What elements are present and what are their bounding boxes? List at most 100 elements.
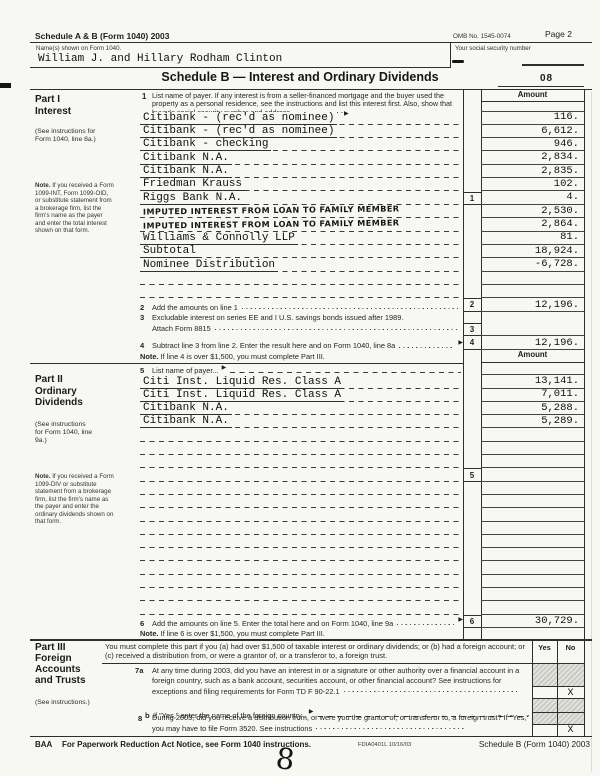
- amount-header-2: Amount: [481, 350, 584, 363]
- dotted-leader: [397, 624, 456, 625]
- payer-name: Citi Inst. Liquid Res. Class A: [140, 375, 345, 389]
- payer-name: Riggs Bank N.A.: [140, 191, 246, 205]
- entry-line: [140, 270, 461, 272]
- rule: [450, 42, 451, 68]
- entry-line: [140, 587, 461, 589]
- payer-name-cell: [140, 588, 463, 602]
- rule: [532, 723, 584, 725]
- amount-cell-empty: [481, 601, 584, 615]
- amount-cell-empty: [481, 522, 584, 535]
- line-number-spacer: [463, 402, 481, 415]
- ssn-redaction-mark: [452, 60, 464, 63]
- q7a-text: At any time during 2003, did you have an…: [152, 665, 520, 696]
- amount-value: 2,835.: [481, 165, 584, 179]
- line6-text: Add the amounts on line 5. Enter the tot…: [152, 618, 394, 628]
- payer-name-cell: [140, 601, 463, 615]
- entry-line: [140, 613, 461, 615]
- amount-header: Amount: [481, 90, 584, 102]
- line2-text: Add the amounts on line 1: [152, 302, 238, 312]
- payer-name-cell: [140, 455, 463, 469]
- line4-number: 4: [140, 341, 145, 350]
- payer-name-cell: IMPUTED INTEREST FROM LOAN TO FAMILY MEM…: [140, 204, 463, 219]
- payer-name: Citibank - checking: [140, 138, 272, 152]
- shaded-cell: [532, 698, 557, 712]
- payer-name-cell: [140, 482, 463, 495]
- entry-line: [140, 454, 461, 456]
- amount-value: 2,834.: [481, 151, 584, 165]
- line5-text: List name of payer...: [152, 366, 219, 375]
- payer-name-cell: Citibank - checking: [140, 138, 463, 152]
- line-number-spacer: [463, 389, 481, 402]
- payer-row-empty: [140, 601, 584, 615]
- payer-row: Citi Inst. Liquid Res. Class A 7,011.: [140, 388, 584, 402]
- line-number-spacer: [463, 601, 481, 614]
- paperwork-notice: For Paperwork Reduction Act Notice, see …: [62, 740, 312, 749]
- payer-name-cell: Citi Inst. Liquid Res. Class A: [140, 375, 463, 389]
- entry-line: [140, 230, 461, 232]
- dotted-leader: [214, 329, 460, 330]
- rule: [30, 362, 463, 364]
- amount-value: 116.: [481, 111, 584, 125]
- payer-row-empty: [140, 455, 584, 469]
- line5-box-number: 5: [463, 468, 481, 482]
- line2-box-number: 2: [463, 298, 481, 312]
- payer-name-cell: Citibank N.A.: [140, 402, 463, 416]
- amount-value: 4.: [481, 191, 584, 205]
- payer-name-cell: Williams & Connolly LLP: [140, 231, 463, 245]
- line-number-spacer: [463, 218, 481, 231]
- payer-row: Citibank - (rec'd as nominee) 6,612.: [140, 125, 584, 139]
- payer-row: Riggs Bank N.A. 4.: [140, 191, 584, 205]
- handwritten-page-number: 8: [273, 741, 297, 776]
- rule: [30, 638, 592, 641]
- rule: [498, 86, 584, 87]
- line3-line1: 3 Excludable interest on series EE and I…: [140, 313, 463, 322]
- payer-row: Nominee Distribution -6,728.: [140, 258, 584, 272]
- amount-cell-empty: [481, 455, 584, 469]
- sequence-number: 08: [540, 73, 554, 84]
- q8-number: 8: [138, 713, 143, 723]
- line5-row: 5 List name of payer...: [140, 363, 463, 375]
- payer-name-cell: Citi Inst. Liquid Res. Class A: [140, 388, 463, 402]
- line3-number: 3: [140, 313, 145, 322]
- dotted-leader: [399, 346, 456, 348]
- line-number-spacer: [463, 285, 481, 298]
- amount-value: 13,141.: [481, 375, 584, 389]
- entry-line: [140, 493, 461, 495]
- part3-label: Part III: [35, 642, 66, 653]
- line4-amount: 12,196.: [481, 336, 584, 350]
- payer-name-cell: [140, 562, 463, 575]
- line-number-spacer: [463, 232, 481, 245]
- payer-name: Citibank N.A.: [140, 151, 232, 165]
- amount-value: 946.: [481, 138, 584, 152]
- line-number-spacer: [463, 522, 481, 535]
- line2-number: 2: [140, 302, 145, 312]
- note-text: If line 6 is over $1,500, you must compl…: [160, 629, 325, 638]
- payer-name-cell: Citibank - (rec'd as nominee): [140, 125, 463, 139]
- line2-row: 2 Add the amounts on line 1: [140, 300, 463, 312]
- note-prefix: Note.: [140, 629, 159, 638]
- ssn-redaction-line: [522, 64, 584, 66]
- amount-value: 2,864.: [481, 218, 584, 232]
- q8-question: During 2003, did you receive a distribut…: [152, 713, 530, 734]
- shaded-cell: [557, 712, 584, 724]
- note-prefix: Note.: [35, 473, 51, 480]
- payer-name: Friedman Krauss: [140, 178, 246, 192]
- payer-name-cell: Citibank N.A.: [140, 151, 463, 165]
- entry-line: [140, 297, 461, 299]
- note-prefix: Note.: [35, 182, 51, 189]
- line-number-spacer: [463, 125, 481, 138]
- payer-row-empty: [140, 482, 584, 495]
- q7b-text: If "Yes," enter the name of the foreign …: [153, 710, 306, 720]
- scan-artifact: [0, 83, 11, 88]
- line-number-spacer: [463, 245, 481, 258]
- line3-row: 3 Excludable interest on series EE and I…: [140, 313, 463, 333]
- payer-name-cell: [140, 508, 463, 522]
- dotted-leader: [241, 308, 460, 309]
- entry-line: [230, 371, 461, 373]
- rule: [481, 89, 482, 639]
- payer-row-empty: [140, 495, 584, 509]
- amount-cell-empty: [481, 508, 584, 522]
- amount-cell-empty: [481, 482, 584, 495]
- entry-line: [140, 427, 461, 429]
- entry-line: [140, 163, 461, 165]
